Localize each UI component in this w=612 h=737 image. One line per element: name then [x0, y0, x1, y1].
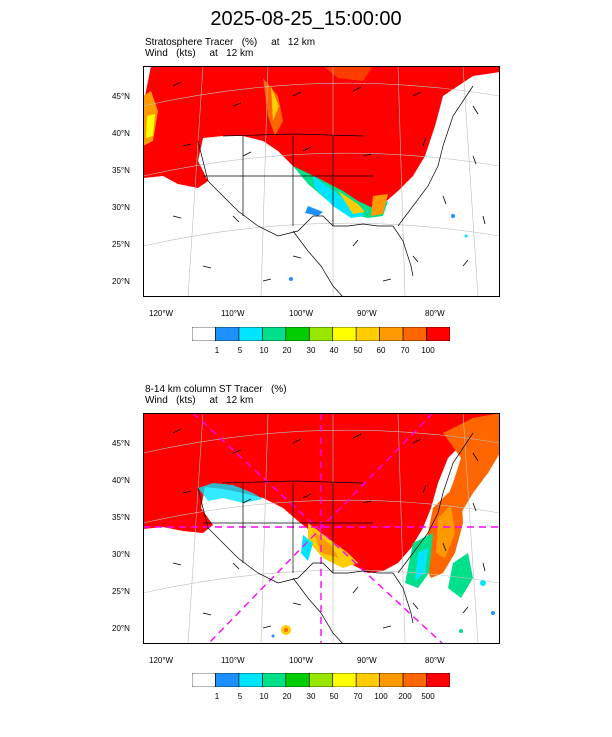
colorbar-swatch: [308, 673, 334, 687]
panel1-lon-label: 100°W: [289, 309, 314, 318]
panel2-colorbar-label: 100: [374, 692, 388, 701]
tracer-field: [143, 66, 500, 211]
panel1-lon-label: 120°W: [149, 309, 174, 318]
panel2-lat-label: 40°N: [112, 476, 130, 485]
panel1-colorbar: [192, 327, 450, 341]
colorbar-swatch: [192, 673, 216, 687]
panel2-map: [143, 413, 500, 644]
panel2-colorbar-label: 5: [237, 692, 243, 701]
panel1-colorbar-label: 20: [282, 346, 292, 355]
panel2-colorbar: [192, 673, 450, 687]
panel1-colorbar-label: 10: [259, 346, 269, 355]
panel2-colorbar-label: 500: [421, 692, 435, 701]
panel1-colorbar-label: 1: [214, 346, 220, 355]
colorbar-swatch: [355, 673, 380, 687]
colorbar-swatch: [426, 327, 450, 341]
colorbar-swatch: [285, 327, 310, 341]
colorbar-swatch: [238, 327, 263, 341]
panel2-lat-label: 25°N: [112, 587, 130, 596]
panel1-colorbar-label: 60: [376, 346, 386, 355]
panel2-field-label: 8-14 km column ST Tracer (%): [145, 384, 287, 395]
colorbar-swatch: [332, 327, 357, 341]
panel2-colorbar-label: 70: [353, 692, 363, 701]
panel2-lat-label: 20°N: [112, 624, 130, 633]
panel2-lon-label: 80°W: [425, 656, 445, 665]
panel2-lon-label: 90°W: [357, 656, 377, 665]
panel2-colorbar-label: 10: [259, 692, 269, 701]
colorbar-swatch: [215, 327, 240, 341]
panel2-colorbar-label: 200: [398, 692, 412, 701]
panel2-lat-label: 30°N: [112, 550, 130, 559]
colorbar-swatch: [402, 673, 427, 687]
panel1-colorbar-label: 5: [237, 346, 243, 355]
colorbar-swatch: [379, 673, 404, 687]
panel1-lon-label: 90°W: [357, 309, 377, 318]
panel2-colorbar-label: 50: [329, 692, 339, 701]
colorbar-swatch: [192, 327, 216, 341]
map-title: 2025-08-25_15:00:00: [210, 8, 402, 30]
colorbar-swatch: [426, 673, 450, 687]
panel1-lon-label: 110°W: [221, 309, 245, 318]
panel2-lat-label: 45°N: [112, 439, 130, 448]
colorbar-swatch: [355, 327, 380, 341]
panel1-colorbar-label: 50: [353, 346, 363, 355]
panel1-colorbar-label: 30: [306, 346, 316, 355]
panel2-wind-label: Wind (kts) at 12 km: [145, 395, 254, 406]
panel1-lat-label: 40°N: [112, 129, 130, 138]
panel1-map: [143, 66, 500, 297]
colorbar-swatch: [379, 327, 404, 341]
panel1-colorbar-label: 70: [400, 346, 410, 355]
panel1-lat-label: 20°N: [112, 277, 130, 286]
panel1-lat-label: 45°N: [112, 92, 130, 101]
panel1-lat-label: 25°N: [112, 240, 130, 249]
panel1-lat-label: 30°N: [112, 203, 130, 212]
colorbar-swatch: [285, 673, 310, 687]
panel2-colorbar-label: 30: [306, 692, 316, 701]
panel1-colorbar-label: 100: [421, 346, 435, 355]
panel2-lon-label: 120°W: [149, 656, 174, 665]
panel1-colorbar-label: 40: [329, 346, 339, 355]
colorbar-swatch: [238, 673, 263, 687]
colorbar-swatch: [402, 327, 427, 341]
colorbar-swatch: [262, 673, 287, 687]
panel2-lat-label: 35°N: [112, 513, 130, 522]
colorbar-swatch: [262, 327, 287, 341]
tracer-field: [143, 413, 500, 573]
panel1-field-label: Stratosphere Tracer (%) at 12 km: [145, 37, 316, 48]
colorbar-swatch: [215, 673, 240, 687]
panel1-lat-label: 35°N: [112, 166, 130, 175]
colorbar-swatch: [308, 327, 334, 341]
panel2-colorbar-label: 1: [214, 692, 220, 701]
panel2-lon-label: 100°W: [289, 656, 314, 665]
panel2-colorbar-label: 20: [282, 692, 292, 701]
panel2-lon-label: 110°W: [221, 656, 245, 665]
panel1-lon-label: 80°W: [425, 309, 445, 318]
colorbar-swatch: [332, 673, 357, 687]
panel1-wind-label: Wind (kts) at 12 km: [145, 48, 254, 59]
